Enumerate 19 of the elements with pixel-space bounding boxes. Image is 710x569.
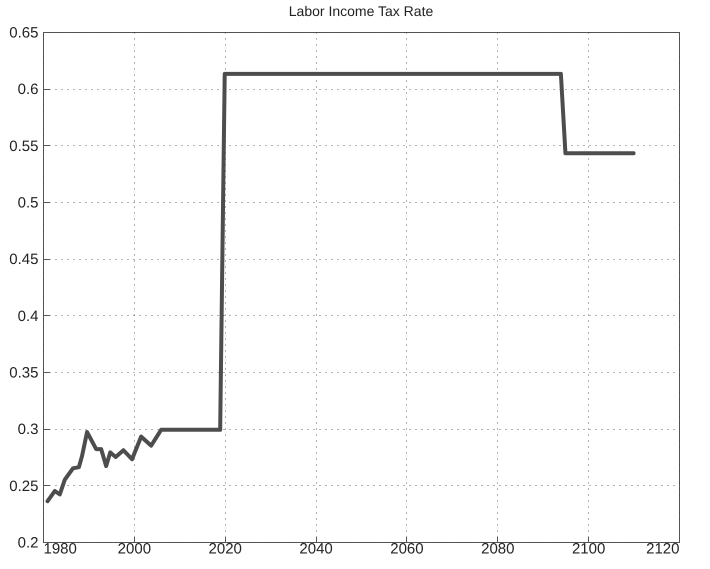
- x-tick-label: 2020: [208, 540, 242, 558]
- y-tick-label: 0.2: [18, 534, 38, 552]
- y-tick-label: 0.25: [9, 478, 38, 495]
- x-tick-label: 1980: [44, 540, 77, 558]
- y-tick-label: 0.35: [9, 364, 38, 382]
- y-tick-label: 0.65: [9, 24, 38, 42]
- x-tick-label: 2040: [299, 540, 333, 558]
- x-tick-label: 2060: [390, 540, 424, 558]
- x-tick-label: 2080: [481, 540, 514, 558]
- y-tick-label: 0.4: [18, 308, 38, 325]
- x-tick-label: 2120: [646, 540, 680, 558]
- y-tick-label: 0.45: [9, 251, 38, 268]
- x-tick-label: 2000: [118, 540, 152, 558]
- x-tick-label: 2100: [572, 540, 606, 558]
- y-tick-label: 0.6: [18, 81, 38, 98]
- y-tick-label: 0.3: [18, 421, 38, 438]
- y-tick-label: 0.55: [9, 138, 38, 155]
- chart-title: Labor Income Tax Rate: [288, 3, 434, 19]
- y-tick-label: 0.5: [18, 194, 38, 212]
